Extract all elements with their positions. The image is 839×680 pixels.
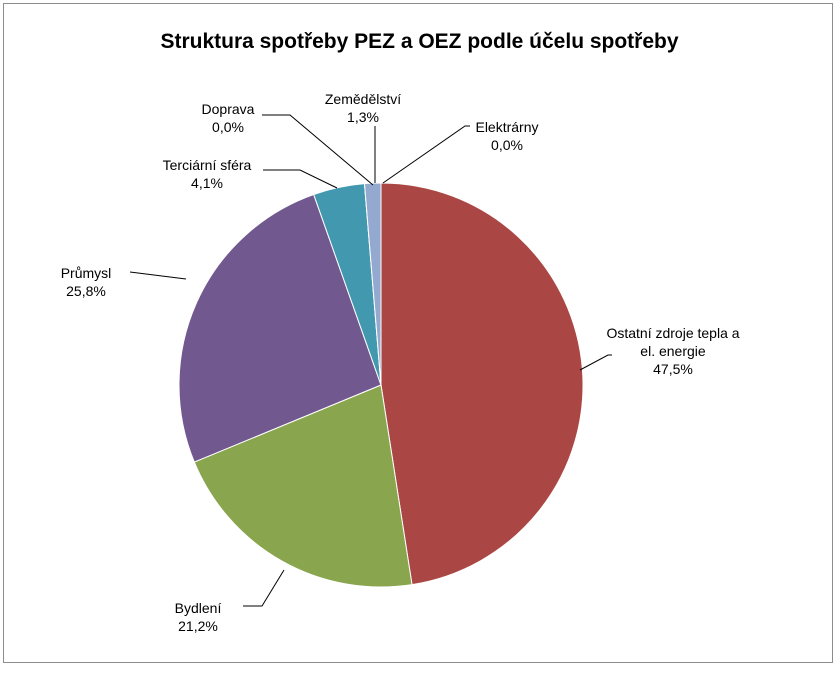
category-label: Ostatní zdroje tepla a el. energie (606, 325, 740, 359)
category-label: Průmysl (60, 265, 112, 281)
data-label: Doprava 0,0% (202, 100, 255, 136)
leader-line (243, 569, 285, 607)
data-label: Terciární sféra 4,1% (163, 156, 252, 192)
value-label: 25,8% (66, 283, 106, 299)
chart-frame (3, 3, 833, 663)
category-label: Zemědělství (324, 91, 402, 107)
value-label: 0,0% (491, 137, 523, 153)
data-label: Zemědělství 1,3% (325, 90, 401, 126)
category-label: Bydlení (174, 600, 222, 616)
leader-line (263, 169, 338, 189)
value-label: 1,3% (347, 109, 379, 125)
chart-title: Struktura spotřeby PEZ a OEZ podle účelu… (160, 30, 679, 53)
leader-line (129, 271, 187, 280)
data-label: Průmysl 25,8% (61, 264, 112, 300)
leader-line (262, 114, 374, 186)
category-label: Doprava (201, 101, 255, 117)
value-label: 21,2% (178, 618, 218, 634)
pie-slice (193, 384, 413, 588)
leader-line (579, 354, 612, 371)
category-label: Elektrárny (475, 119, 539, 135)
data-label: Ostatní zdroje tepla a el. energie 47,5% (606, 324, 741, 378)
data-label: Bydlení 21,2% (175, 599, 222, 635)
data-label: Elektrárny 0,0% (475, 118, 538, 154)
value-label: 0,0% (212, 119, 244, 135)
category-label: Terciární sféra (162, 157, 252, 173)
pie-slice (380, 182, 584, 586)
pie-slice (178, 193, 382, 463)
value-label: 4,1% (191, 175, 223, 191)
pie-slice (363, 182, 382, 386)
value-label: 47,5% (653, 361, 693, 377)
leader-line (382, 125, 470, 184)
